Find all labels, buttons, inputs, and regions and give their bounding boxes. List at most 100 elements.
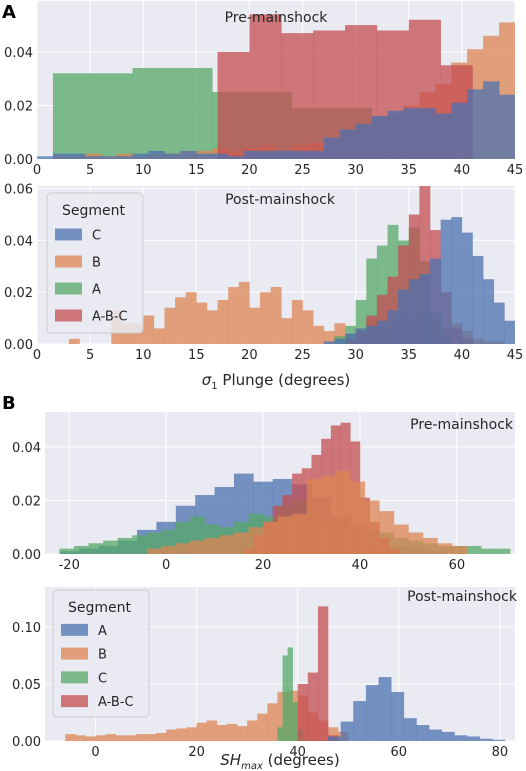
bar-b (175, 543, 191, 554)
bar-a (441, 731, 455, 741)
histogram-panel: 0 20 40 60 80 0.00 0.05 0.10 Post-mainshock SHmax… (12, 587, 518, 771)
bar-a (355, 299, 367, 344)
x-tick-label: 20 (188, 745, 205, 760)
bars-group (37, 14, 515, 159)
y-tick-label: 0.00 (4, 153, 33, 168)
bar-a (378, 677, 392, 741)
bar-c (472, 255, 484, 344)
bar-b (306, 478, 322, 554)
bar-a (479, 738, 493, 741)
bar-c (334, 338, 346, 344)
x-tick-label: 5 (86, 163, 94, 178)
bar-c (483, 81, 500, 159)
bars-group (59, 422, 511, 554)
bar-b (364, 500, 380, 554)
bar-a (403, 718, 417, 741)
legend: Segment ABC A-B-C (52, 589, 150, 718)
legend-box (46, 192, 144, 334)
bar-c (117, 537, 133, 554)
bar-b (164, 307, 176, 344)
bar-b (95, 735, 106, 741)
legend-swatch (55, 228, 82, 241)
legend-swatch (55, 255, 82, 268)
bar-b (263, 521, 278, 554)
panel-annotation: Pre-mainshock (225, 10, 329, 26)
bar-b (408, 532, 424, 554)
bar-b (75, 735, 86, 741)
bar-c (74, 545, 89, 554)
y-tick-label: 0.00 (4, 338, 33, 353)
legend-swatch (61, 623, 88, 636)
axes-layer: 0 5 10 15 20 25 30 35 40 45 0.00 0.02 0.04 Pre-mainsh… (4, 1, 524, 771)
bar-c (376, 320, 388, 344)
x-tick-label: 15 (188, 163, 205, 178)
legend-label: A (98, 624, 107, 639)
x-tick-label: 45 (507, 348, 524, 363)
bar-b (185, 292, 197, 344)
bar-b (238, 281, 250, 344)
x-tick-label: 10 (135, 163, 152, 178)
y-tick-label: 0.04 (12, 441, 41, 456)
x-tick-label: 0 (33, 163, 41, 178)
x-tick-label: 30 (347, 163, 364, 178)
x-tick-label: 15 (188, 348, 205, 363)
bar-c (100, 156, 117, 159)
bar-c (339, 129, 356, 159)
legend-label: C (98, 671, 107, 686)
bar-b (291, 299, 303, 344)
bar-b (196, 722, 208, 741)
bar-c (355, 328, 367, 344)
bar-c (180, 150, 197, 159)
legend-swatch (61, 671, 88, 684)
legend: Segment CBA A-B-C (46, 192, 144, 334)
legend-title: Segment (68, 600, 132, 616)
bar-c (467, 89, 484, 159)
panel-annotation: Post-mainshock (407, 589, 518, 605)
legend-label: C (92, 229, 101, 244)
bar-a (454, 735, 468, 741)
bar-c (287, 647, 293, 741)
x-tick-label: 25 (294, 163, 311, 178)
bar-a-b-c (419, 186, 431, 344)
bar-c (451, 102, 468, 159)
bar-a (416, 725, 430, 741)
bar-b (335, 470, 351, 554)
bar-c (481, 548, 496, 554)
x-tick-label: 40 (454, 348, 471, 363)
bar-c (244, 150, 261, 159)
x-tick-label: 60 (390, 745, 407, 760)
x-tick-label: 5 (86, 348, 94, 363)
bar-b (292, 513, 307, 554)
legend-label: B (98, 648, 107, 663)
bar-b (156, 733, 167, 741)
legend-label: B (92, 256, 101, 271)
histogram-panel: -20 0 20 40 60 0.00 0.02 0.04 Pre-mainshock (12, 412, 515, 573)
panel-label-b: B (2, 393, 16, 414)
bar-c (466, 545, 482, 554)
bar-c (419, 274, 431, 344)
x-tick-label: -20 (59, 558, 80, 573)
x-tick-label: 35 (401, 163, 418, 178)
bar-c (88, 543, 104, 554)
bar-b (452, 545, 467, 554)
bar-c (371, 116, 388, 159)
bar-c (355, 124, 372, 159)
bar-b (257, 713, 268, 741)
x-tick-label: 35 (401, 348, 418, 363)
legend-box (52, 589, 150, 718)
x-tick-label: 40 (352, 558, 369, 573)
bar-b (260, 292, 271, 344)
bar-b (323, 331, 335, 344)
bar-c (276, 150, 293, 159)
x-tick-label: 40 (454, 163, 471, 178)
bar-c (323, 341, 335, 344)
bar-b (247, 720, 258, 741)
bar-c (504, 320, 515, 344)
bars-group (68, 186, 515, 344)
bar-c (435, 113, 452, 159)
bar-b (216, 725, 228, 741)
bars-group (65, 606, 506, 741)
bar-b (334, 323, 346, 344)
bar-b (228, 287, 240, 344)
